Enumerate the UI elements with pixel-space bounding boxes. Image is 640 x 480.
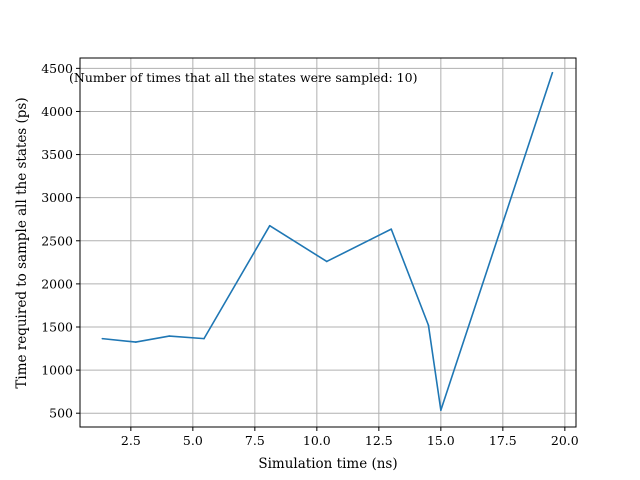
data-point: [168, 335, 171, 337]
y-tick-label: 3000: [41, 190, 73, 205]
data-point: [427, 324, 430, 327]
y-tick-label: 2000: [41, 276, 73, 291]
data-point: [101, 337, 104, 340]
x-tick-label: 2.5: [121, 433, 141, 448]
data-point: [390, 228, 393, 230]
x-tick-label: 5.0: [183, 433, 203, 448]
data-point: [440, 409, 442, 411]
y-axis-ticks: 500 1000 1500 2000 2500 3000 3500 4000 4500: [41, 61, 80, 421]
y-tick-label: 2500: [41, 233, 73, 248]
y-axis-label: Time required to sample all the states (…: [14, 97, 30, 388]
x-tick-label: 15.0: [427, 433, 455, 448]
x-tick-label: 10.0: [303, 433, 331, 448]
y-tick-label: 1500: [41, 319, 73, 334]
plot-frame: [79, 57, 577, 428]
x-tick-label: 17.5: [489, 433, 517, 448]
y-tick-label: 500: [49, 406, 73, 421]
y-tick-label: 3500: [41, 147, 73, 162]
data-point: [325, 260, 328, 263]
y-tick-label: 4500: [41, 61, 73, 76]
x-axis-ticks: 2.5 5.0 7.5 10.0 12.5 15.0 17.5 20.0: [121, 427, 579, 448]
series-line: [102, 72, 554, 411]
data-point: [268, 224, 271, 227]
chart-annotation: (Number of times that all the states wer…: [69, 70, 417, 85]
data-point: [551, 71, 554, 74]
x-tick-label: 20.0: [551, 433, 579, 448]
x-tick-label: 12.5: [365, 433, 393, 448]
series-layer: [101, 71, 554, 411]
data-point: [203, 337, 205, 340]
x-tick-label: 7.5: [245, 433, 265, 448]
data-point: [135, 341, 137, 343]
grid-lines: [80, 58, 576, 427]
x-axis-label: Simulation time (ns): [258, 456, 397, 472]
y-tick-label: 1000: [41, 363, 73, 378]
y-tick-label: 4000: [41, 104, 73, 119]
